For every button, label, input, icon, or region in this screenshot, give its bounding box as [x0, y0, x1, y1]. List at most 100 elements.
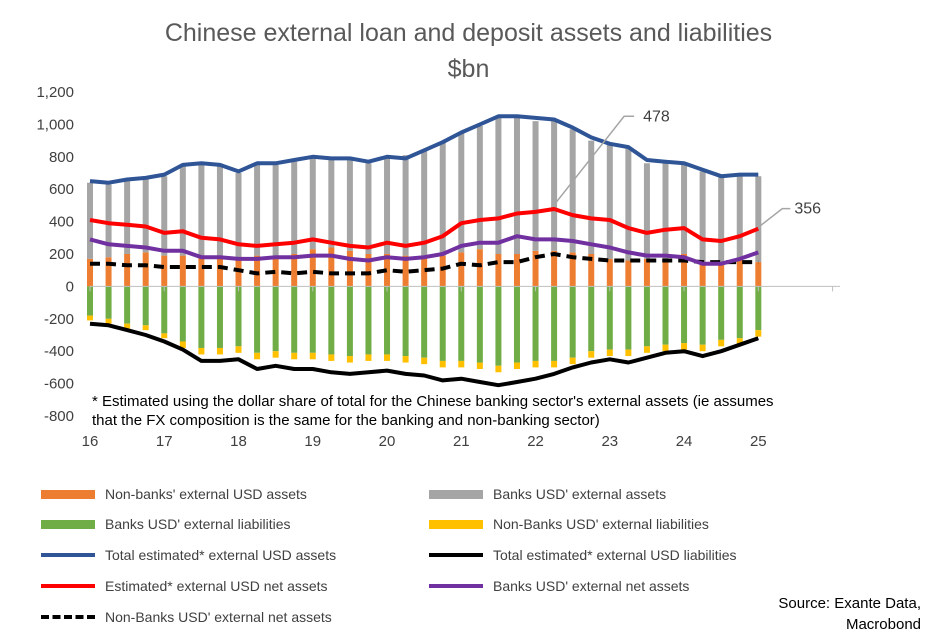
line-total-liabilities — [89, 321, 759, 388]
bar-nonbank-assets — [513, 254, 520, 287]
legend-item-bank-liabilities: Banks USD' external liabilities — [41, 514, 291, 534]
bar-bank-assets — [458, 132, 465, 253]
bar-bank-assets — [736, 176, 743, 259]
bar-bank-liabilities — [402, 286, 409, 357]
bar-nonbank-assets — [346, 250, 353, 287]
line-total-assets — [89, 114, 759, 185]
legend-item-nonbank-net-assets: Non-Banks USD' external net assets — [41, 607, 332, 627]
line-net-assets — [89, 207, 760, 250]
y-tick-label: 200 — [49, 246, 74, 263]
bar-bank-liabilities — [458, 286, 465, 361]
bar-bank-assets — [365, 163, 372, 254]
bar-nonbank-assets — [216, 257, 223, 287]
bar-bank-assets — [532, 121, 539, 251]
bar-bank-assets — [291, 161, 298, 254]
legend-item-bank-assets: Banks USD' external assets — [429, 484, 666, 504]
bar-nonbank-liabilities — [87, 315, 93, 321]
bar-bank-assets — [476, 126, 483, 250]
bar-bank-liabilities — [198, 286, 205, 348]
bar-bank-liabilities — [699, 286, 706, 345]
y-tick-label: 1,000 — [36, 116, 74, 133]
bar-bank-liabilities — [346, 286, 353, 357]
bar-nonbank-assets — [328, 247, 335, 287]
bar-nonbank-assets — [365, 254, 372, 287]
legend-label: Banks USD' external net assets — [493, 578, 690, 594]
bar-bank-liabilities — [179, 286, 186, 342]
bar-bank-assets — [643, 163, 650, 259]
legend-swatch — [429, 584, 483, 588]
bar-nonbank-liabilities — [755, 330, 762, 337]
bar-nonbank-assets — [718, 262, 725, 287]
bar-bank-liabilities — [291, 286, 298, 353]
legend-item-nonbank-assets: Non-banks' external USD assets — [41, 484, 307, 504]
y-tick-label: 400 — [49, 214, 74, 231]
bar-bank-liabilities — [161, 286, 168, 334]
bar-bank-assets — [309, 158, 316, 250]
bar-bank-liabilities — [142, 286, 149, 326]
bar-bank-liabilities — [755, 286, 762, 331]
legend-label: Non-Banks USD' external liabilities — [493, 516, 709, 532]
bar-nonbank-liabilities — [421, 357, 428, 365]
bar-nonbank-liabilities — [495, 365, 502, 373]
bar-bank-assets — [588, 140, 595, 254]
bar-bank-assets — [718, 176, 725, 263]
bar-nonbank-liabilities — [569, 357, 576, 365]
bar-bank-liabilities — [551, 286, 558, 361]
bar-nonbank-assets — [588, 254, 595, 287]
bar-bank-assets — [235, 173, 242, 258]
bar-nonbank-liabilities — [161, 333, 168, 339]
legend-swatch — [41, 489, 95, 499]
legend-label: Banks USD' external assets — [493, 486, 667, 502]
x-tick-label: 20 — [379, 433, 396, 450]
legend-swatch — [429, 553, 483, 557]
bar-bank-liabilities — [681, 286, 688, 344]
bar-bank-liabilities — [216, 286, 223, 348]
bar-nonbank-assets — [272, 255, 279, 287]
bar-bank-assets — [142, 177, 149, 253]
bar-bank-liabilities — [718, 286, 725, 340]
footnote-line-2: that the FX composition is the same for … — [92, 412, 600, 429]
footnote-line-1: * Estimated using the dollar share of to… — [92, 393, 774, 410]
bar-nonbank-assets — [142, 252, 149, 287]
legend-swatch — [41, 584, 95, 588]
bar-bank-liabilities — [513, 286, 520, 363]
legend-swatch — [41, 553, 95, 557]
bar-bank-liabilities — [365, 286, 372, 355]
bar-nonbank-assets — [606, 258, 613, 287]
y-tick-label: 0 — [66, 278, 74, 295]
bar-nonbank-assets — [755, 262, 762, 287]
bar-bank-assets — [402, 155, 409, 256]
bar-nonbank-assets — [179, 255, 186, 287]
bar-bank-assets — [216, 164, 223, 258]
bar-nonbank-liabilities — [309, 352, 316, 360]
annotation-label: 478 — [643, 108, 670, 125]
x-tick-label: 25 — [750, 433, 767, 450]
legend-item-bank-net-assets: Banks USD' external net assets — [429, 576, 689, 596]
title-line: Chinese external loan and deposit assets… — [164, 19, 773, 47]
bar-bank-assets — [699, 171, 706, 263]
bar-bank-assets — [105, 184, 112, 258]
bar-bank-liabilities — [254, 286, 261, 353]
bar-bank-assets — [755, 176, 762, 263]
bar-nonbank-assets — [569, 252, 576, 287]
bar-nonbank-liabilities — [328, 354, 335, 361]
bar-nonbank-liabilities — [254, 352, 261, 360]
bar-bank-assets — [513, 114, 520, 255]
y-tick-label: -400 — [44, 343, 74, 360]
bar-nonbank-assets — [309, 249, 316, 287]
x-tick-label: 24 — [676, 433, 693, 450]
bar-bank-liabilities — [476, 286, 483, 363]
subtitle-line: $bn — [447, 55, 490, 83]
bar-bank-assets — [179, 164, 186, 256]
bar-bank-assets — [124, 181, 131, 254]
bar-nonbank-liabilities — [346, 356, 353, 363]
bar-bank-liabilities — [384, 286, 391, 355]
bar-nonbank-liabilities — [235, 346, 242, 353]
x-tick-label: 16 — [82, 433, 99, 450]
bar-bank-liabilities — [643, 286, 650, 347]
y-tick-label: 800 — [49, 149, 74, 166]
legend-item-net-assets: Estimated* external USD net assets — [41, 576, 328, 596]
bar-bank-assets — [606, 143, 613, 259]
legend-label: Total estimated* external USD liabilitie… — [493, 547, 737, 563]
